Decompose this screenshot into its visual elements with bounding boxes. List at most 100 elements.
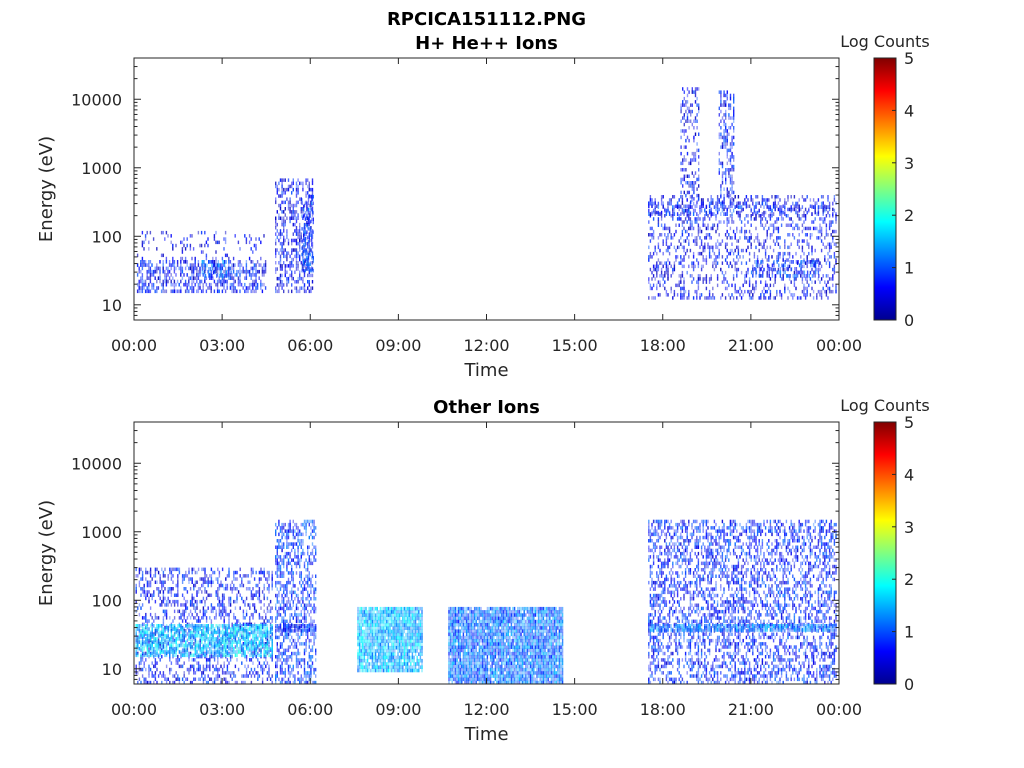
spectrogram-cell xyxy=(183,674,185,678)
spectrogram-cell xyxy=(790,208,792,213)
spectrogram-cell xyxy=(199,282,201,287)
spectrogram-cell xyxy=(286,280,288,284)
spectrogram-cell xyxy=(668,226,671,231)
spectrogram-cell xyxy=(188,279,190,284)
spectrogram-cell xyxy=(162,269,164,274)
spectrogram-cell xyxy=(236,577,238,581)
spectrogram-cell xyxy=(137,574,139,578)
spectrogram-cell xyxy=(683,145,685,149)
spectrogram-cell xyxy=(656,261,658,265)
spectrogram-cell xyxy=(809,233,812,237)
spectrogram-cell xyxy=(209,661,211,665)
spectrogram-cell xyxy=(705,280,708,284)
spectrogram-cell xyxy=(154,580,157,584)
spectrogram-cell xyxy=(777,195,780,199)
spectrogram-cell xyxy=(680,109,682,114)
spectrogram-cell xyxy=(739,210,741,215)
spectrogram-cell xyxy=(820,233,823,237)
spectrogram-cell xyxy=(699,296,701,300)
spectrogram-cell xyxy=(830,242,832,246)
spectrogram-cell xyxy=(224,240,227,245)
spectrogram-cell xyxy=(186,282,188,287)
spectrogram-cell xyxy=(186,263,188,267)
spectrogram-cell xyxy=(820,195,823,199)
spectrogram-cell xyxy=(263,619,265,623)
spectrogram-cell xyxy=(660,267,663,272)
spectrogram-cell xyxy=(138,282,140,287)
spectrogram-cell xyxy=(824,258,826,262)
spectrogram-cell xyxy=(244,650,246,654)
spectrogram-cell xyxy=(217,580,219,584)
spectrogram-cell xyxy=(689,195,692,199)
spectrogram-cell xyxy=(284,273,286,278)
spectrogram-cell xyxy=(835,242,837,246)
spectrogram-cell xyxy=(138,640,141,644)
spectrogram-cell xyxy=(811,280,813,284)
spectrogram-cell xyxy=(237,240,240,245)
spectrogram-cell xyxy=(165,276,168,280)
spectrogram-cell xyxy=(265,650,267,654)
spectrogram-cell xyxy=(184,260,187,264)
spectrogram-cell xyxy=(148,627,150,631)
spectrogram-cell xyxy=(156,587,158,591)
spectrogram-cell xyxy=(796,205,799,209)
spectrogram-cell xyxy=(199,266,201,271)
spectrogram-cell xyxy=(208,282,211,287)
spectrogram-cell xyxy=(683,212,685,216)
spectrogram-cell xyxy=(249,643,251,648)
spectrogram-cell xyxy=(221,599,224,604)
spectrogram-cell xyxy=(297,254,299,259)
spectrogram-cell xyxy=(745,205,748,209)
spectrogram-cell xyxy=(194,606,197,610)
spectrogram-cell xyxy=(705,255,708,259)
spectrogram-cell xyxy=(299,181,301,186)
spectrogram-cell xyxy=(138,630,141,635)
spectrogram-cell xyxy=(299,254,301,259)
colorbar-tick-label: 3 xyxy=(904,154,914,173)
spectrogram-cell xyxy=(225,274,227,278)
spectrogram-cell xyxy=(668,229,671,234)
spectrogram-cell xyxy=(186,286,188,290)
spectrogram-cell xyxy=(726,132,728,136)
spectrogram-cell xyxy=(670,286,672,291)
spectrogram-cell xyxy=(718,106,720,111)
spectrogram-cell xyxy=(213,667,216,672)
spectrogram-cell xyxy=(729,226,732,231)
spectrogram-cell xyxy=(283,561,285,566)
spectrogram-cell xyxy=(681,229,684,234)
spectrogram-cell xyxy=(269,616,272,620)
spectrogram-cell xyxy=(286,235,288,240)
spectrogram-cell xyxy=(787,223,789,227)
spectrogram-cell xyxy=(755,195,757,199)
spectrogram-cell xyxy=(688,296,690,300)
spectrogram-cell xyxy=(651,270,653,275)
spectrogram-cell xyxy=(691,109,693,114)
spectrogram-cell xyxy=(715,201,717,205)
spectrogram-cell xyxy=(181,269,184,274)
spectrogram-cell xyxy=(218,266,220,271)
spectrogram-cell xyxy=(211,260,213,264)
spectrogram-cell xyxy=(188,570,190,575)
spectrogram-cell xyxy=(153,590,155,594)
spectrogram-cell xyxy=(228,619,230,623)
spectrogram-cell xyxy=(297,264,299,268)
spectrogram-cell xyxy=(197,289,200,294)
spectrogram-cell xyxy=(156,640,158,644)
spectrogram-cell xyxy=(281,184,283,189)
spectrogram-cell xyxy=(712,212,714,216)
spectrogram-cell xyxy=(201,270,203,275)
spectrogram-cell xyxy=(156,567,158,572)
spectrogram-cell xyxy=(721,177,724,182)
spectrogram-cell xyxy=(135,643,137,648)
spectrogram-cell xyxy=(303,262,305,266)
spectrogram-cell xyxy=(657,212,660,216)
spectrogram-cell xyxy=(295,267,298,271)
spectrogram-cell xyxy=(255,570,257,575)
spectrogram-cell xyxy=(752,274,754,278)
spectrogram-cell xyxy=(796,201,799,206)
spectrogram-cell xyxy=(140,667,142,672)
spectrogram-cell xyxy=(236,269,238,274)
spectrogram-cell xyxy=(236,624,238,628)
spectrogram-cell xyxy=(657,245,660,250)
spectrogram-cell xyxy=(698,106,700,111)
